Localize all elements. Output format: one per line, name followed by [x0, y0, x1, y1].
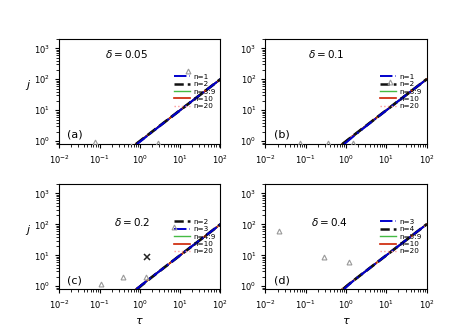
- Text: $\delta = 0.2$: $\delta = 0.2$: [114, 216, 150, 228]
- Text: $\delta = 0.05$: $\delta = 0.05$: [105, 48, 148, 60]
- Text: (c): (c): [67, 275, 82, 285]
- Y-axis label: $j$: $j$: [26, 78, 32, 92]
- Text: $\delta = 0.1$: $\delta = 0.1$: [309, 48, 345, 60]
- Y-axis label: $j$: $j$: [26, 223, 32, 237]
- X-axis label: $\tau$: $\tau$: [342, 316, 350, 325]
- Legend: n=1, n=2, n=3:9, n=10, n=20: n=1, n=2, n=3:9, n=10, n=20: [379, 72, 423, 111]
- Text: (b): (b): [273, 130, 289, 140]
- Legend: n=1, n=2, n=3:9, n=10, n=20: n=1, n=2, n=3:9, n=10, n=20: [173, 72, 217, 111]
- Legend: n=3, n=4, n=5:9, n=10, n=20: n=3, n=4, n=5:9, n=10, n=20: [379, 217, 423, 256]
- Text: (d): (d): [273, 275, 290, 285]
- Text: (a): (a): [67, 130, 83, 140]
- X-axis label: $\tau$: $\tau$: [136, 316, 144, 325]
- Text: $\delta = 0.4$: $\delta = 0.4$: [311, 216, 348, 228]
- Legend: n=2, n=3, n=4:9, n=10, n=20: n=2, n=3, n=4:9, n=10, n=20: [173, 217, 217, 256]
